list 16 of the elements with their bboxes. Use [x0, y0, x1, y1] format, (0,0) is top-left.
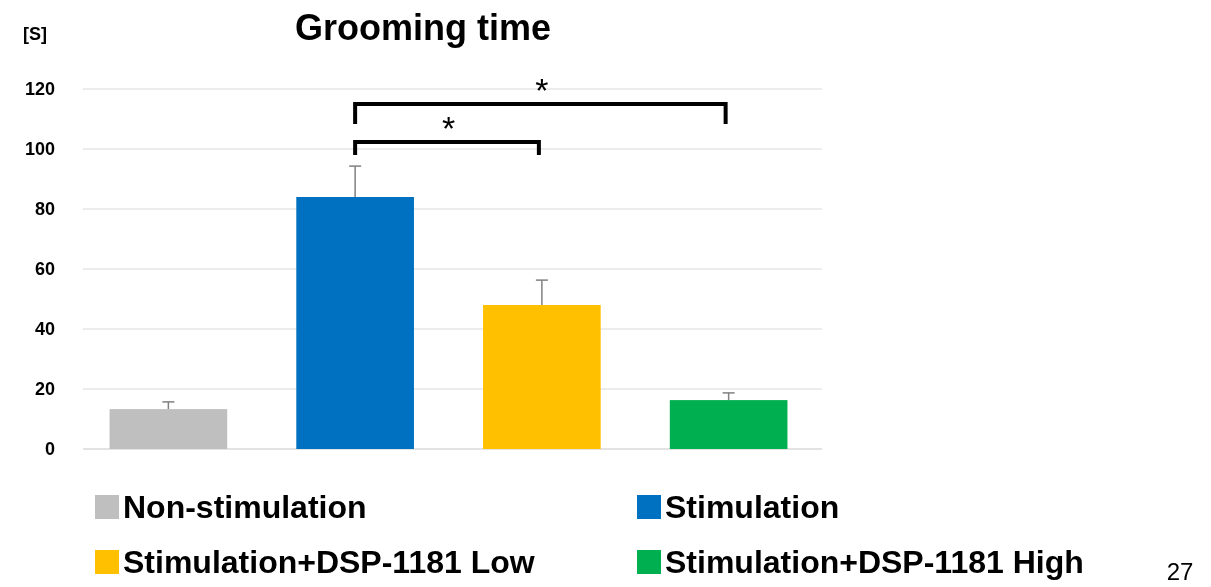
y-tick-label: 20: [34, 379, 55, 400]
y-tick-label: 80: [34, 199, 55, 220]
y-tick-label: 100: [24, 139, 55, 160]
y-tick-label: 120: [24, 79, 55, 100]
y-tick-label: 40: [34, 319, 55, 340]
text: 27: [1166, 558, 1194, 585]
legend-label: Stimulation+DSP-1181 High: [665, 544, 1084, 581]
legend-label: Non-stimulation: [123, 489, 367, 526]
legend-label: Stimulation+DSP-1181 Low: [123, 544, 535, 581]
annotation: *: [535, 71, 549, 109]
chart-title: Grooming time: [294, 7, 552, 48]
legend-label: Stimulation: [665, 489, 840, 526]
y-tick-label: 60: [34, 259, 55, 280]
y-axis-title: [S]: [23, 24, 47, 44]
annotation: *: [441, 109, 456, 147]
y-tick-label: 0: [44, 439, 55, 460]
